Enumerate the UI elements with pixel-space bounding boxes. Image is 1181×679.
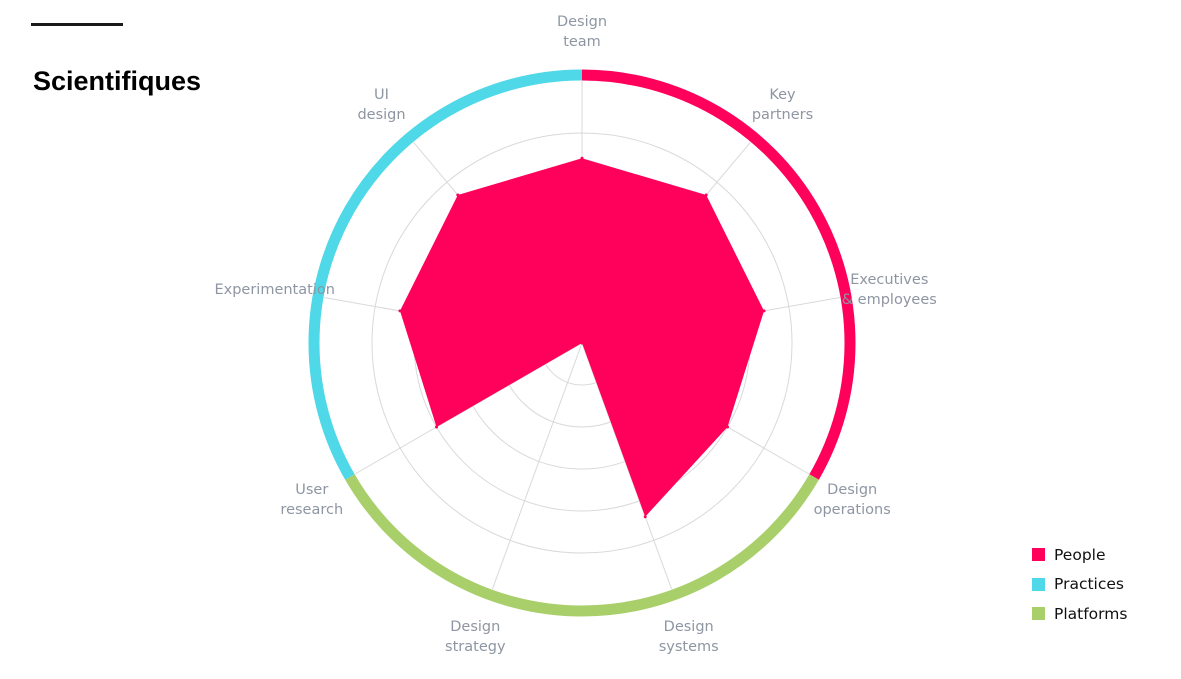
legend-item-platforms: Platforms xyxy=(1032,599,1127,629)
axis-label-line: operations xyxy=(814,502,891,518)
axis-label-line: Design xyxy=(450,619,500,635)
axis-spoke xyxy=(491,342,583,590)
axis-label: UI design xyxy=(357,87,405,123)
top-rule xyxy=(31,23,123,26)
legend-swatch xyxy=(1032,577,1045,591)
data-point xyxy=(580,156,584,160)
data-point xyxy=(398,309,402,313)
legend-label: People xyxy=(1054,545,1106,564)
axis-label: Design operations xyxy=(814,482,891,518)
axis-label: Executives & employees xyxy=(842,272,937,308)
axis-spoke xyxy=(354,342,583,475)
axis-label-line: Design xyxy=(664,619,714,635)
data-polygon xyxy=(400,158,764,517)
legend-item-people: People xyxy=(1032,540,1127,570)
axis-label-line: Design xyxy=(827,482,877,498)
legend-item-practices: Practices xyxy=(1032,570,1127,600)
data-point xyxy=(704,193,708,197)
ring-segment-platforms xyxy=(345,474,819,617)
page-title: Scientifiques xyxy=(33,66,202,96)
legend-swatch xyxy=(1032,607,1045,621)
axis-label-line: UI xyxy=(374,87,389,103)
data-point xyxy=(726,425,729,429)
axis-label-line: partners xyxy=(752,107,813,123)
category-ring xyxy=(308,69,856,617)
data-point xyxy=(580,341,584,345)
axis-label: Design team xyxy=(557,14,607,50)
data-point xyxy=(435,425,438,429)
legend-swatch xyxy=(1032,548,1045,562)
axis-label-line: strategy xyxy=(445,639,506,655)
axis-label-line: User xyxy=(295,482,328,498)
axis-label-line: team xyxy=(563,34,601,50)
ring-segment-people xyxy=(581,69,856,480)
axis-labels: Design team Key partners Executives & employe… xyxy=(214,14,936,655)
axis-label-line: Experimentation xyxy=(214,282,334,298)
legend-label: Platforms xyxy=(1054,604,1128,623)
axis-label-line: Design xyxy=(557,14,607,30)
data-area xyxy=(398,156,766,519)
axis-label-line: design xyxy=(357,107,405,123)
axis-label-line: & employees xyxy=(842,292,937,308)
axis-label: Design systems xyxy=(659,619,719,655)
ring-segment-practices xyxy=(308,69,583,480)
data-point xyxy=(643,515,647,519)
axis-label-line: Key xyxy=(769,87,796,103)
legend-label: Practices xyxy=(1054,575,1124,594)
axis-label: Design strategy xyxy=(445,619,506,655)
data-point xyxy=(762,309,766,313)
axis-label-line: Executives xyxy=(850,272,928,288)
axis-label: Key partners xyxy=(752,87,813,123)
axis-label-line: research xyxy=(280,502,343,518)
axis-label-line: systems xyxy=(659,639,719,655)
axis-label: User research xyxy=(280,482,343,518)
data-point xyxy=(456,193,460,197)
axis-label: Experimentation xyxy=(214,282,334,298)
legend: People Practices Platforms xyxy=(1032,540,1127,629)
